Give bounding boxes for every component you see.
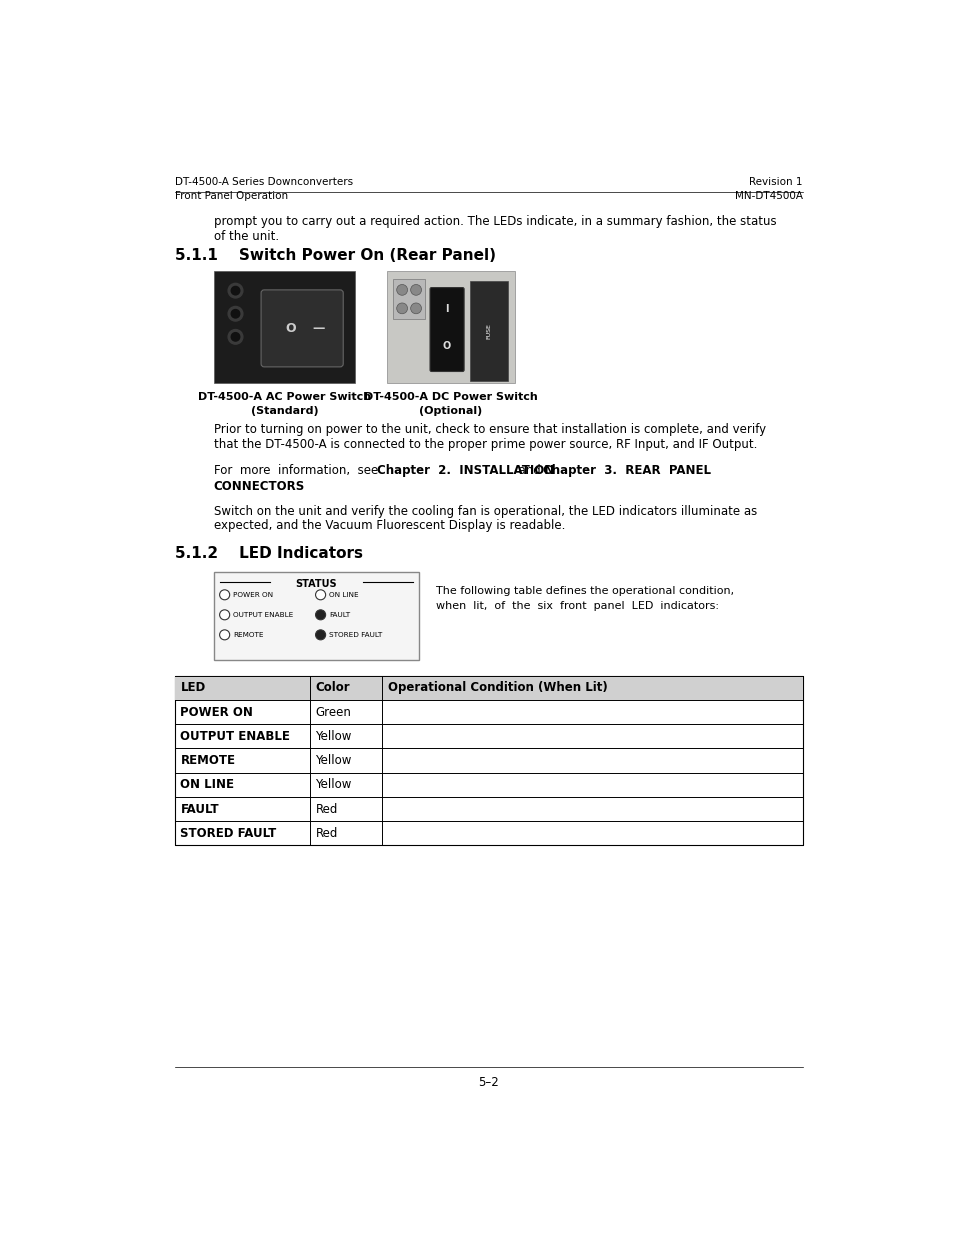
Bar [393,279,425,319]
Bar [174,676,802,700]
Text: Yellow: Yellow [315,755,352,767]
Text: Switch on the unit and verify the cooling fan is operational, the LED indicators: Switch on the unit and verify the coolin… [213,505,757,517]
Text: Revision 1: Revision 1 [748,178,802,188]
Text: that the DT-4500-A is connected to the proper prime power source, RF Input, and : that the DT-4500-A is connected to the p… [213,437,757,451]
Text: OUTPUT ENABLE: OUTPUT ENABLE [233,611,294,618]
Text: STORED FAULT: STORED FAULT [329,632,382,637]
Text: Operational Condition (When Lit): Operational Condition (When Lit) [387,682,607,694]
FancyBboxPatch shape [213,572,418,661]
Text: Color: Color [315,682,350,694]
Text: STORED FAULT: STORED FAULT [180,826,276,840]
Circle shape [219,630,230,640]
Text: and: and [510,464,547,477]
Text: (Standard): (Standard) [251,406,317,416]
Text: 5–2: 5–2 [478,1076,498,1089]
Circle shape [315,630,325,640]
Text: DT-4500-A AC Power Switch: DT-4500-A AC Power Switch [197,393,371,403]
Text: Red: Red [315,826,337,840]
Circle shape [219,590,230,600]
FancyBboxPatch shape [430,288,464,372]
Text: DT-4500-A DC Power Switch: DT-4500-A DC Power Switch [363,393,537,403]
Text: POWER ON: POWER ON [180,705,253,719]
Circle shape [219,610,230,620]
Text: Yellow: Yellow [315,730,352,742]
Text: OUTPUT ENABLE: OUTPUT ENABLE [180,730,290,742]
Text: Chapter  3.  REAR  PANEL: Chapter 3. REAR PANEL [542,464,710,477]
Text: FUSE: FUSE [486,322,491,338]
Text: MN-DT4500A: MN-DT4500A [734,191,802,201]
Text: Yellow: Yellow [315,778,352,792]
Text: FAULT: FAULT [180,803,219,815]
Text: REMOTE: REMOTE [180,755,235,767]
Bar [213,272,355,383]
Text: CONNECTORS: CONNECTORS [213,479,305,493]
Text: 5.1.2    LED Indicators: 5.1.2 LED Indicators [174,546,363,561]
Circle shape [228,306,243,321]
Circle shape [315,610,325,620]
Circle shape [410,303,421,314]
Text: Front Panel Operation: Front Panel Operation [174,191,288,201]
Text: O: O [442,341,451,351]
Bar [470,280,507,380]
Text: prompt you to carry out a required action. The LEDs indicate, in a summary fashi: prompt you to carry out a required actio… [213,215,776,228]
Text: POWER ON: POWER ON [233,592,273,598]
Text: Green: Green [315,705,351,719]
Text: O: O [285,322,295,335]
Text: Red: Red [315,803,337,815]
Text: LED: LED [180,682,206,694]
Circle shape [231,332,239,341]
Circle shape [231,310,239,317]
Text: The following table defines the operational condition,: The following table defines the operatio… [436,585,734,595]
Text: STATUS: STATUS [295,579,337,589]
Circle shape [410,284,421,295]
Circle shape [228,330,243,345]
Text: 5.1.1    Switch Power On (Rear Panel): 5.1.1 Switch Power On (Rear Panel) [174,248,496,263]
Text: ON LINE: ON LINE [180,778,234,792]
Circle shape [315,590,325,600]
Bar [386,272,514,383]
Bar [174,676,802,846]
Text: DT-4500-A Series Downconverters: DT-4500-A Series Downconverters [174,178,353,188]
Text: Chapter  2.  INSTALLATION: Chapter 2. INSTALLATION [376,464,554,477]
Text: Prior to turning on power to the unit, check to ensure that installation is comp: Prior to turning on power to the unit, c… [213,424,765,436]
Text: For  more  information,  see: For more information, see [213,464,385,477]
Text: REMOTE: REMOTE [233,632,263,637]
Text: .: . [279,479,283,493]
Text: ON LINE: ON LINE [329,592,358,598]
Circle shape [396,303,407,314]
Text: —: — [313,322,325,335]
Text: when  lit,  of  the  six  front  panel  LED  indicators:: when lit, of the six front panel LED ind… [436,601,719,611]
Text: I: I [445,304,448,315]
FancyBboxPatch shape [261,290,343,367]
Circle shape [228,283,243,298]
Text: FAULT: FAULT [329,611,350,618]
Text: (Optional): (Optional) [418,406,481,416]
Circle shape [396,284,407,295]
Circle shape [231,287,239,295]
Text: of the unit.: of the unit. [213,230,278,243]
Text: expected, and the Vacuum Fluorescent Display is readable.: expected, and the Vacuum Fluorescent Dis… [213,520,564,532]
